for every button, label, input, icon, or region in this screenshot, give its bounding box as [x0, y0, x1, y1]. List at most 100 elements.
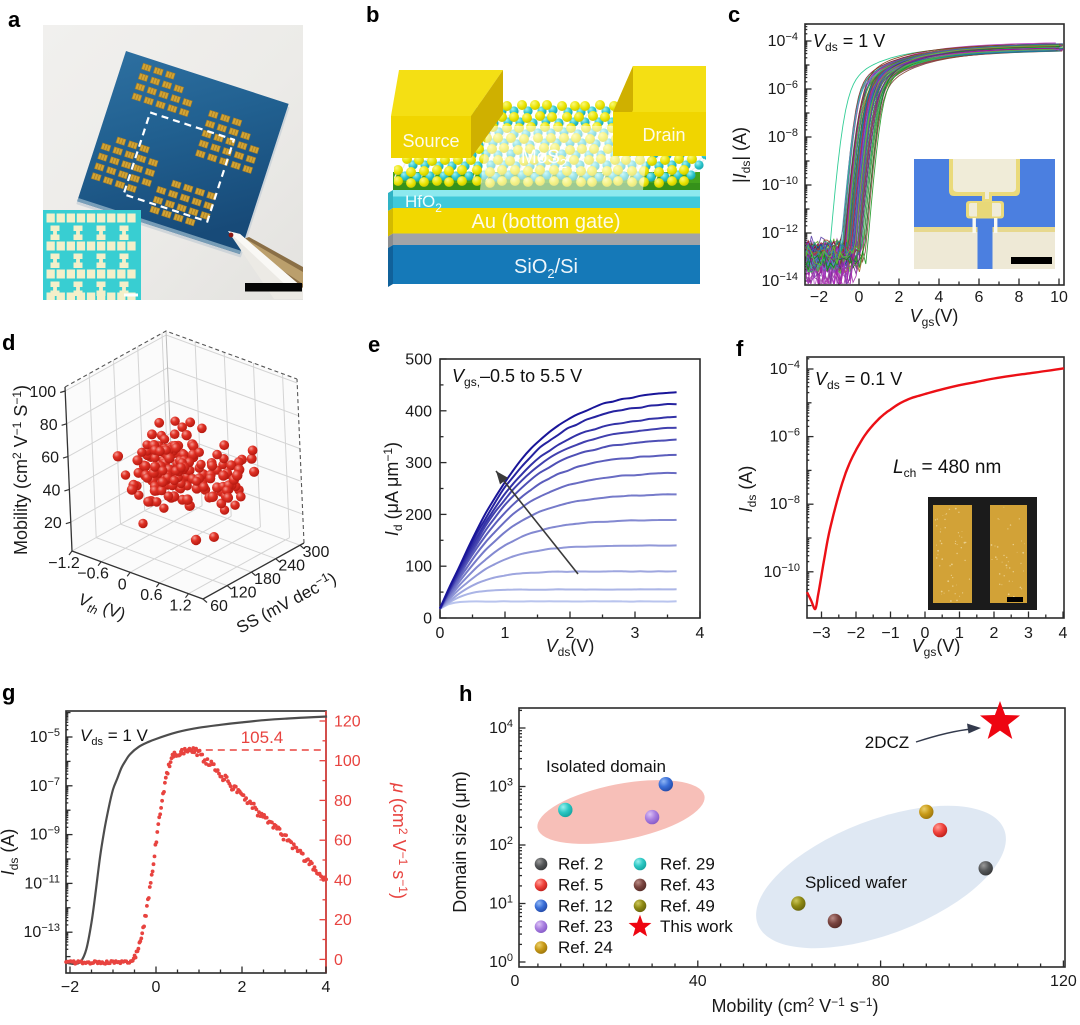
svg-text:Mobility (cm2 V−1 S−1): Mobility (cm2 V−1 S−1)	[10, 385, 31, 555]
svg-text:80: 80	[40, 417, 58, 434]
svg-text:100: 100	[334, 753, 361, 770]
svg-text:−1.2: −1.2	[48, 555, 80, 572]
svg-text:103: 103	[489, 777, 513, 796]
svg-text:10−5: 10−5	[30, 727, 60, 746]
svg-text:40: 40	[334, 872, 352, 889]
svg-text:Mobility (cm2 V−1 s−1): Mobility (cm2 V−1 s−1)	[711, 995, 878, 1016]
svg-text:120: 120	[334, 714, 361, 731]
svg-text:−2: −2	[810, 289, 828, 306]
svg-text:300: 300	[303, 544, 330, 561]
svg-text:Id (μA μm−1): Id (μA μm−1)	[381, 442, 405, 536]
svg-text:Ref. 23: Ref. 23	[558, 917, 613, 936]
svg-text:80: 80	[334, 793, 352, 810]
svg-text:0: 0	[334, 952, 343, 969]
svg-text:Isolated domain: Isolated domain	[546, 757, 666, 776]
svg-text:40: 40	[689, 973, 707, 990]
svg-text:−1: −1	[881, 625, 899, 642]
svg-text:Vds = 1 V: Vds = 1 V	[80, 726, 149, 748]
svg-text:−0.6: −0.6	[77, 566, 109, 583]
svg-text:0: 0	[436, 625, 445, 642]
svg-text:101: 101	[489, 894, 513, 913]
svg-text:10−13: 10−13	[24, 922, 60, 941]
svg-text:120: 120	[230, 585, 257, 602]
svg-text:60: 60	[334, 833, 352, 850]
svg-text:300: 300	[405, 455, 432, 472]
svg-text:3: 3	[1024, 625, 1033, 642]
svg-text:g: g	[2, 680, 15, 705]
svg-text:−3: −3	[812, 625, 830, 642]
svg-text:0: 0	[423, 611, 432, 628]
svg-text:Ids (A): Ids (A)	[0, 829, 21, 876]
svg-text:Vth (V): Vth (V)	[75, 590, 128, 627]
svg-text:4: 4	[322, 979, 331, 996]
svg-text:1.2: 1.2	[169, 598, 191, 615]
svg-text:500: 500	[405, 352, 432, 369]
svg-text:SiO2/Si: SiO2/Si	[514, 256, 578, 281]
svg-text:Vgs,–0.5 to 5.5 V: Vgs,–0.5 to 5.5 V	[452, 366, 582, 389]
svg-text:10−14: 10−14	[762, 271, 798, 290]
svg-text:2: 2	[566, 625, 575, 642]
svg-text:10−7: 10−7	[30, 776, 60, 795]
svg-text:60: 60	[41, 450, 59, 467]
svg-text:10−8: 10−8	[768, 127, 798, 146]
svg-text:2: 2	[238, 979, 247, 996]
svg-text:Au (bottom gate): Au (bottom gate)	[472, 211, 621, 233]
svg-text:40: 40	[43, 482, 61, 499]
svg-text:Ref. 24: Ref. 24	[558, 938, 613, 957]
svg-text:20: 20	[44, 515, 62, 532]
svg-text:Vds(V): Vds(V)	[546, 636, 595, 659]
svg-text:0: 0	[511, 973, 520, 990]
svg-text:e: e	[368, 332, 380, 357]
svg-text:This work: This work	[660, 917, 733, 936]
svg-text:Ref. 43: Ref. 43	[660, 875, 715, 894]
svg-text:−2: −2	[61, 979, 79, 996]
svg-text:10−9: 10−9	[30, 825, 60, 844]
svg-text:10−8: 10−8	[770, 494, 800, 513]
svg-text:Spliced wafer: Spliced wafer	[805, 873, 907, 892]
svg-text:400: 400	[405, 403, 432, 420]
svg-text:4: 4	[935, 289, 944, 306]
svg-text:10−12: 10−12	[762, 223, 798, 242]
svg-text:10−6: 10−6	[770, 427, 800, 446]
svg-text:Ref. 29: Ref. 29	[660, 855, 715, 874]
svg-text:Ref. 5: Ref. 5	[558, 875, 603, 894]
svg-text:100: 100	[405, 559, 432, 576]
svg-text:Vgs(V): Vgs(V)	[910, 306, 959, 329]
svg-text:120: 120	[1050, 973, 1077, 990]
svg-text:a: a	[8, 7, 21, 32]
svg-text:10−6: 10−6	[768, 79, 798, 98]
svg-text:Vds = 0.1 V: Vds = 0.1 V	[815, 369, 902, 392]
svg-text:Ids (A): Ids (A)	[736, 466, 759, 513]
svg-text:100: 100	[29, 384, 56, 401]
svg-text:200: 200	[405, 507, 432, 524]
svg-text:10−10: 10−10	[764, 562, 800, 581]
svg-text:Vds = 1 V: Vds = 1 V	[813, 31, 885, 54]
svg-text:180: 180	[254, 571, 281, 588]
svg-text:100: 100	[489, 952, 513, 971]
svg-text:60: 60	[210, 598, 228, 615]
svg-text:20: 20	[334, 912, 352, 929]
svg-text:Ref. 49: Ref. 49	[660, 896, 715, 915]
svg-text:10−10: 10−10	[762, 175, 798, 194]
svg-text:10−4: 10−4	[768, 31, 798, 50]
svg-text:4: 4	[1059, 625, 1068, 642]
svg-text:0: 0	[152, 979, 161, 996]
svg-text:HfO2: HfO2	[405, 192, 442, 215]
svg-text:10−4: 10−4	[770, 359, 800, 378]
svg-text:−2: −2	[847, 625, 865, 642]
svg-text:6: 6	[975, 289, 984, 306]
svg-text:10−11: 10−11	[24, 873, 60, 892]
svg-text:h: h	[459, 681, 472, 706]
svg-text:|Ids| (A): |Ids| (A)	[730, 127, 753, 183]
svg-text:Ref. 12: Ref. 12	[558, 896, 613, 915]
svg-text:104: 104	[489, 718, 513, 737]
svg-text:b: b	[366, 2, 379, 27]
svg-text:c: c	[728, 2, 740, 27]
svg-text:Domain size (μm): Domain size (μm)	[450, 771, 470, 912]
svg-text:8: 8	[1015, 289, 1024, 306]
svg-text:MoS2: MoS2	[521, 147, 567, 171]
svg-text:0: 0	[921, 625, 930, 642]
svg-text:1: 1	[501, 625, 510, 642]
svg-text:μ (cm2 V−1 s−1): μ (cm2 V−1 s−1)	[389, 782, 410, 899]
svg-text:105.4: 105.4	[241, 728, 284, 747]
